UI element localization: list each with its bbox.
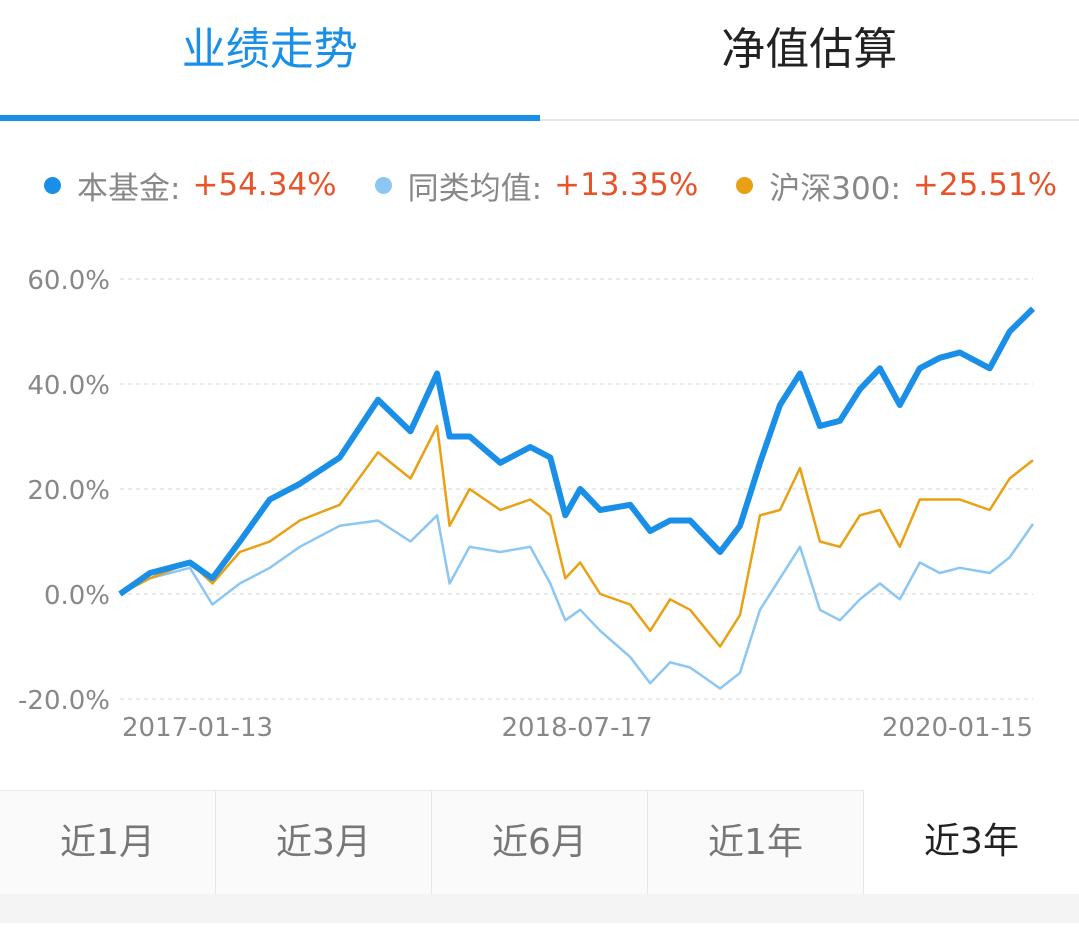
period-3-months[interactable]: 近3月 — [216, 790, 432, 894]
legend-value: +13.35% — [554, 167, 699, 203]
legend-value: +54.34% — [192, 167, 337, 203]
period-6-months[interactable]: 近6月 — [432, 790, 648, 894]
y-tick-label: -20.0% — [18, 686, 110, 716]
divider-strip — [0, 894, 1079, 923]
series-line-2 — [119, 424, 1034, 648]
performance-chart: 60.0% 40.0% 20.0% 0.0% -20.0% 2017-01-13 2018-… — [18, 266, 1036, 743]
period-1-month[interactable]: 近1月 — [0, 790, 216, 894]
y-tick-label: 40.0% — [27, 371, 110, 401]
y-tick-label: 60.0% — [27, 266, 110, 296]
legend-dot-icon — [374, 176, 392, 194]
legend-category-average: 同类均值: +13.35% — [374, 163, 699, 208]
legend-dot-icon — [736, 176, 754, 194]
legend-fund: 本基金: +54.34% — [44, 163, 337, 208]
series-line-0 — [118, 306, 1036, 597]
y-tick-label: 20.0% — [27, 476, 110, 506]
tab-bar: 业绩走势 净值估算 — [0, 0, 1079, 121]
tab-nav-estimate[interactable]: 净值估算 — [721, 24, 898, 75]
chart-legend: 本基金: +54.34% 同类均值: +13.35% 沪深300: +25.51% — [44, 160, 1079, 210]
y-tick-label: 0.0% — [44, 581, 110, 611]
x-tick-label: 2020-01-15 — [882, 713, 1033, 743]
legend-label: 本基金: — [77, 170, 181, 207]
legend-dot-icon — [44, 176, 61, 194]
tab-performance[interactable]: 业绩走势 — [0, 0, 540, 121]
x-tick-label: 2017-01-13 — [122, 713, 273, 743]
legend-value: +25.51% — [912, 167, 1058, 203]
period-3-years[interactable]: 近3年 — [864, 790, 1079, 894]
series-line-1 — [119, 514, 1035, 690]
legend-label: 沪深300: — [769, 170, 901, 207]
period-selector: 近1月 近3月 近6月 近1年 近3年 — [0, 790, 1079, 894]
period-1-year[interactable]: 近1年 — [648, 790, 864, 894]
legend-hs300: 沪深300: +25.51% — [736, 163, 1057, 208]
x-tick-label: 2018-07-17 — [501, 713, 652, 743]
legend-label: 同类均值: — [407, 170, 543, 207]
